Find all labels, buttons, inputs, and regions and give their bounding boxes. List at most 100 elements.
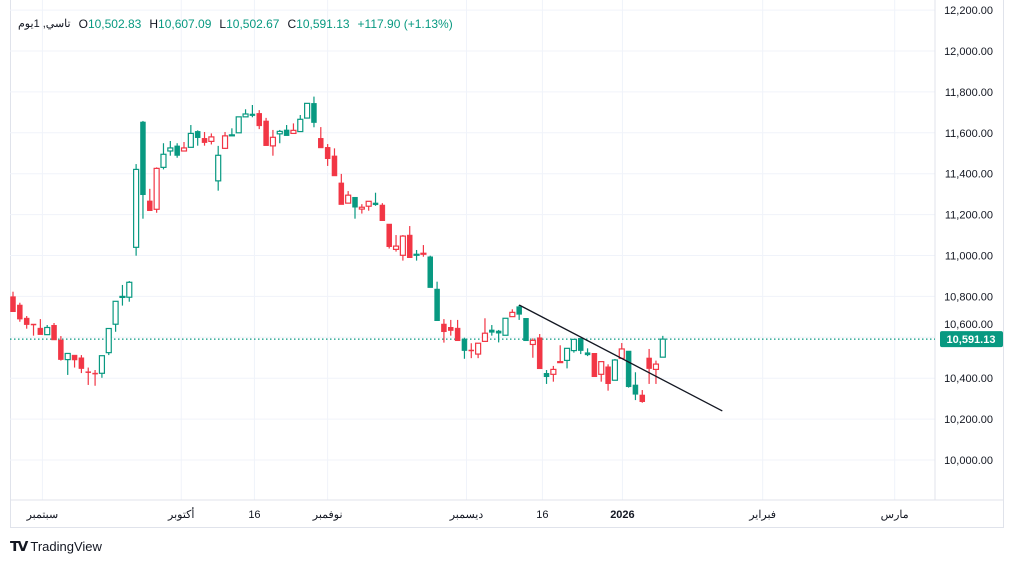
candle <box>235 116 242 134</box>
legend-open-value: 10,502.83 <box>87 17 142 31</box>
candle-body <box>611 359 619 381</box>
candle <box>557 345 564 364</box>
candle <box>523 318 529 342</box>
legend-close-label: C <box>287 17 297 31</box>
candle <box>208 133 215 145</box>
candle-body <box>78 357 85 369</box>
x-tick-label: 16 <box>248 509 260 521</box>
candle <box>318 127 324 149</box>
candle-body <box>475 342 482 355</box>
candle <box>563 347 571 369</box>
candle-body <box>180 147 188 152</box>
candle-body <box>584 352 591 356</box>
candle <box>489 325 495 336</box>
candle-body <box>577 338 584 351</box>
candle <box>611 358 619 381</box>
candle-body <box>242 113 249 118</box>
candle-body <box>318 138 324 149</box>
x-tick-label: 2026 <box>610 509 634 521</box>
candle <box>92 370 98 386</box>
candle-body <box>550 368 557 375</box>
candle-body <box>605 366 611 384</box>
x-tick-label: مارس <box>881 509 909 521</box>
candle <box>140 120 146 219</box>
candle <box>263 117 269 146</box>
candle-body <box>221 135 229 149</box>
y-tick-label: 10,600.00 <box>944 319 993 331</box>
candle-body <box>489 329 495 333</box>
candle-body <box>153 167 160 210</box>
trendline <box>518 304 723 412</box>
candle-body <box>379 204 386 221</box>
candle-body <box>147 200 153 211</box>
candle <box>543 370 550 384</box>
candle <box>338 173 345 205</box>
ohlc-legend: تاسي, 1يوم O10,502.83 H10,607.09 L10,502… <box>18 17 453 31</box>
candle <box>529 338 536 358</box>
candle-body <box>454 327 461 342</box>
candle-body <box>557 361 564 364</box>
candle <box>276 129 283 144</box>
candle <box>297 115 304 133</box>
candle <box>577 338 584 355</box>
candle-body <box>646 357 652 369</box>
candle <box>584 348 591 357</box>
candle-body <box>448 327 454 331</box>
candle <box>365 200 372 211</box>
candle <box>221 131 229 149</box>
candlestick-chart[interactable]: 10,000.00 10,200.00 10,400.00 10,600.00 10,8… <box>0 0 1014 530</box>
candle <box>311 96 317 128</box>
candle <box>119 284 126 306</box>
candle-body <box>563 347 571 362</box>
candle <box>126 281 133 302</box>
candle-body <box>331 155 338 177</box>
candle <box>516 304 522 320</box>
candle-body <box>372 202 379 206</box>
candle <box>304 102 311 119</box>
candle-body <box>352 196 358 208</box>
candle-body <box>509 311 516 318</box>
candle <box>133 164 140 256</box>
y-tick-label: 10,200.00 <box>944 414 993 426</box>
candle <box>290 123 297 135</box>
x-tick-label: 16 <box>536 509 548 521</box>
candle-body <box>37 327 44 335</box>
candle <box>448 319 454 336</box>
tradingview-logo[interactable]: 𝗧𝗩 TradingView <box>10 538 102 555</box>
candle-body <box>201 138 208 143</box>
y-tick-label: 10,800.00 <box>944 291 993 303</box>
candle <box>147 188 153 211</box>
candle <box>10 291 16 312</box>
candle <box>475 342 482 359</box>
last-price-badge <box>940 331 1003 348</box>
candle-body <box>639 394 646 402</box>
candle-body <box>659 338 666 358</box>
candle <box>406 226 413 258</box>
candle <box>64 352 71 375</box>
candle-body <box>358 206 365 210</box>
candle-body <box>598 361 605 375</box>
candle-body <box>92 372 98 375</box>
legend-high-label: H <box>149 17 159 31</box>
candle-body <box>187 132 194 148</box>
symbol-interval[interactable]: تاسي, 1يوم <box>18 18 71 30</box>
legend-low: L10,502.67 <box>219 17 279 31</box>
candle <box>112 300 119 332</box>
candle-body <box>523 318 529 342</box>
candle <box>399 235 406 261</box>
candle-body <box>174 145 180 156</box>
candle-body <box>249 113 256 116</box>
candle <box>283 125 290 136</box>
candle <box>71 354 78 368</box>
candle <box>228 128 235 137</box>
candle <box>495 329 502 343</box>
candle <box>598 361 605 382</box>
candle <box>324 144 331 166</box>
x-tick-label: أكتوبر <box>167 507 194 521</box>
candle-body <box>64 352 71 361</box>
legend-low-label: L <box>219 17 227 31</box>
legend-high-value: 10,607.09 <box>158 17 212 31</box>
candle-body <box>481 332 489 342</box>
candle <box>85 367 91 385</box>
candle-body <box>126 281 133 298</box>
